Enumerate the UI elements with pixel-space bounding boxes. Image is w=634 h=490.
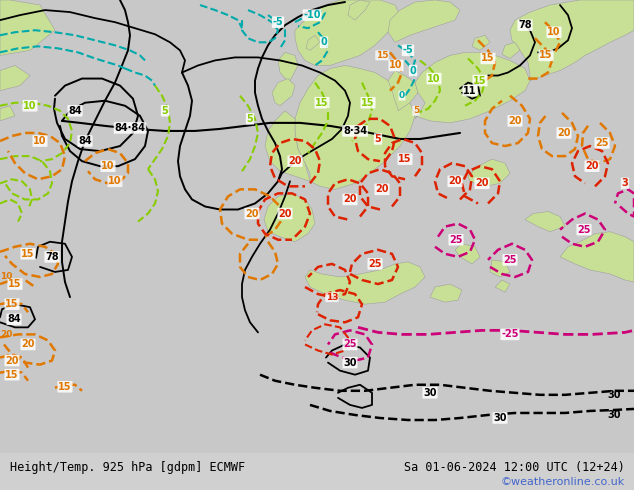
Text: 15: 15 — [361, 98, 375, 108]
Text: 30: 30 — [424, 388, 437, 398]
Text: 5: 5 — [413, 106, 419, 115]
Text: -5: -5 — [403, 46, 413, 55]
Text: 11: 11 — [463, 86, 477, 96]
Text: 10: 10 — [427, 74, 441, 84]
Polygon shape — [502, 42, 520, 58]
Text: 25: 25 — [450, 235, 463, 245]
Polygon shape — [0, 0, 55, 55]
Text: -25: -25 — [501, 329, 519, 340]
Text: ©weatheronline.co.uk: ©weatheronline.co.uk — [500, 477, 624, 487]
Polygon shape — [295, 66, 415, 189]
Text: 10: 10 — [33, 136, 47, 146]
Polygon shape — [560, 232, 634, 282]
Text: 30: 30 — [343, 358, 357, 368]
Text: 20: 20 — [585, 161, 598, 171]
Text: 5: 5 — [247, 114, 254, 124]
Polygon shape — [525, 212, 565, 232]
Text: Sa 01-06-2024 12:00 UTC (12+24): Sa 01-06-2024 12:00 UTC (12+24) — [404, 461, 624, 474]
Polygon shape — [278, 52, 298, 80]
Text: 15: 15 — [5, 299, 19, 309]
Polygon shape — [388, 0, 460, 42]
Text: 84: 84 — [78, 136, 92, 146]
Text: 20: 20 — [245, 209, 259, 219]
Polygon shape — [455, 244, 480, 264]
Polygon shape — [306, 35, 320, 50]
Text: 0: 0 — [321, 37, 327, 48]
Polygon shape — [0, 66, 30, 91]
Text: 78: 78 — [45, 252, 59, 262]
Polygon shape — [388, 71, 418, 111]
Polygon shape — [510, 0, 634, 80]
Text: 30: 30 — [607, 410, 621, 420]
Text: 30: 30 — [493, 413, 507, 423]
Polygon shape — [264, 194, 315, 242]
Text: 15: 15 — [58, 382, 72, 392]
Text: 78: 78 — [518, 20, 532, 30]
Text: 20: 20 — [508, 116, 522, 126]
Text: 8·34: 8·34 — [343, 126, 367, 136]
Text: 5: 5 — [375, 134, 382, 144]
Text: 10: 10 — [0, 272, 13, 281]
Polygon shape — [348, 0, 370, 20]
Text: 20: 20 — [343, 195, 357, 204]
Text: 15: 15 — [22, 249, 35, 259]
Text: 15: 15 — [315, 98, 329, 108]
Polygon shape — [0, 106, 15, 121]
Text: 10: 10 — [547, 27, 560, 37]
Text: Height/Temp. 925 hPa [gdpm] ECMWF: Height/Temp. 925 hPa [gdpm] ECMWF — [10, 462, 245, 474]
Text: 25: 25 — [595, 138, 609, 148]
Text: -5: -5 — [273, 17, 283, 27]
Polygon shape — [265, 111, 310, 181]
Text: 25: 25 — [368, 259, 382, 269]
Polygon shape — [415, 52, 530, 123]
Text: 10: 10 — [389, 60, 403, 71]
Polygon shape — [272, 78, 295, 106]
Polygon shape — [472, 35, 490, 50]
Text: 20: 20 — [288, 156, 302, 166]
Text: 0: 0 — [399, 91, 405, 100]
Text: 84·84: 84·84 — [115, 123, 145, 133]
Text: 10: 10 — [108, 176, 122, 186]
Text: 0: 0 — [410, 66, 417, 75]
Text: 84: 84 — [7, 314, 21, 324]
Text: 20: 20 — [375, 184, 389, 195]
Text: 15: 15 — [481, 53, 495, 63]
Polygon shape — [468, 159, 510, 186]
Text: -10: -10 — [303, 10, 321, 20]
Text: 3: 3 — [621, 178, 628, 188]
Text: 20: 20 — [476, 178, 489, 188]
Polygon shape — [430, 284, 462, 302]
Text: 15: 15 — [540, 50, 553, 60]
Text: 15: 15 — [5, 369, 19, 380]
Text: 13: 13 — [326, 293, 339, 302]
Text: 25: 25 — [343, 340, 357, 349]
Polygon shape — [295, 0, 400, 66]
Polygon shape — [490, 260, 510, 277]
Polygon shape — [305, 262, 425, 304]
Text: 25: 25 — [503, 255, 517, 265]
Text: 84: 84 — [68, 106, 82, 116]
Text: 20: 20 — [448, 176, 462, 186]
Text: 15: 15 — [398, 154, 411, 164]
Text: 10: 10 — [101, 161, 115, 171]
Text: 20: 20 — [557, 128, 571, 138]
Text: 20: 20 — [278, 209, 292, 219]
Text: 20: 20 — [22, 340, 35, 349]
Text: 15: 15 — [8, 279, 22, 289]
Text: 20: 20 — [0, 330, 13, 339]
Text: 15: 15 — [473, 75, 487, 86]
Text: 10: 10 — [23, 101, 37, 111]
Polygon shape — [495, 280, 510, 292]
Text: 30: 30 — [607, 390, 621, 400]
Text: 25: 25 — [577, 224, 591, 235]
Text: 5: 5 — [162, 106, 169, 116]
Text: 15: 15 — [376, 51, 388, 60]
Text: 20: 20 — [5, 356, 19, 366]
